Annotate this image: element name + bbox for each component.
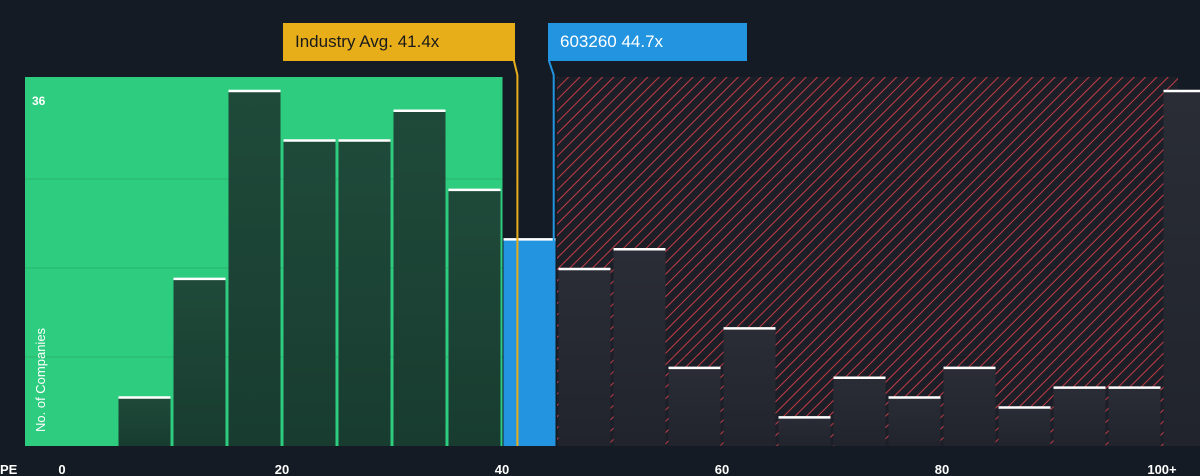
histogram-bar [1163, 90, 1200, 446]
histogram-bar [393, 109, 446, 447]
histogram-bar [448, 188, 501, 446]
histogram-bar [283, 139, 336, 446]
x-tick-label: 60 [715, 462, 729, 476]
histogram-bar [888, 396, 941, 446]
histogram-bar [723, 327, 776, 446]
x-tick-label: 40 [495, 462, 509, 476]
histogram-bar [998, 406, 1051, 446]
histogram-bar [228, 90, 281, 446]
histogram-bar [833, 376, 886, 446]
y-axis-title: No. of Companies [33, 327, 48, 432]
x-tick-label: 100+ [1147, 462, 1177, 476]
histogram-bar [1053, 386, 1106, 446]
histogram-bar [503, 238, 556, 446]
x-tick-label: 0 [58, 462, 65, 476]
histogram-bar [558, 268, 611, 446]
histogram-bar [668, 366, 721, 446]
histogram-bar [778, 416, 831, 446]
histogram-bar [338, 139, 391, 446]
x-axis-title: PE [0, 462, 18, 476]
y-max-label: 36 [32, 94, 46, 108]
industry-average-callout: Industry Avg. 41.4x [283, 23, 515, 61]
x-tick-label: 80 [935, 462, 949, 476]
histogram-bar [943, 366, 996, 446]
company-pe-callout: 603260 44.7x [548, 23, 747, 61]
histogram-bar [613, 248, 666, 446]
histogram-bar [1108, 386, 1161, 446]
x-tick-label: 20 [275, 462, 289, 476]
histogram-bar [118, 396, 171, 446]
histogram-bar [173, 277, 226, 446]
